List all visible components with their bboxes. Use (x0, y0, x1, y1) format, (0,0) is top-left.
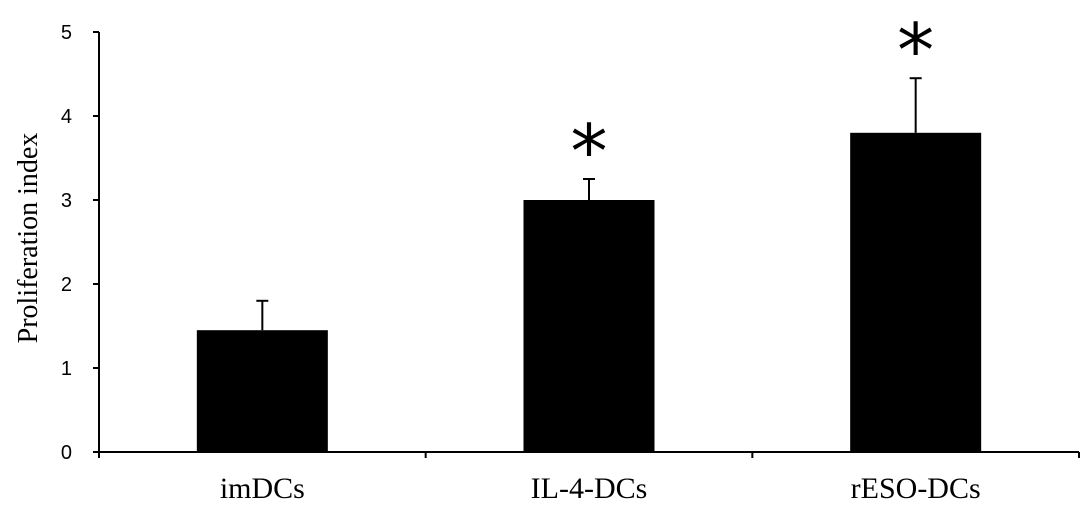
significance-asterisk: * (897, 8, 934, 94)
y-tick-label: 5 (61, 22, 72, 44)
category-labels: imDCs IL-4-DCs rESO-DCs (220, 472, 981, 505)
y-tick-label: 4 (61, 106, 72, 128)
x-category-label: rESO-DCs (851, 472, 981, 505)
bar-il-4-dcs (523, 200, 655, 452)
x-category-label: imDCs (220, 472, 305, 505)
bars (196, 132, 982, 453)
significance-markers: ** (571, 8, 935, 195)
error-bars (256, 77, 922, 331)
y-ticks: 0 1 2 3 4 5 (61, 22, 99, 464)
bar-imdcs (196, 330, 328, 452)
y-tick-label: 1 (61, 358, 72, 380)
y-axis-title: Proliferation index (13, 133, 44, 344)
significance-asterisk: * (571, 109, 608, 195)
y-tick-label: 2 (61, 274, 72, 296)
bar-reso-dcs (850, 132, 982, 453)
y-tick-label: 0 (61, 442, 72, 464)
y-tick-label: 3 (61, 190, 72, 212)
x-category-label: IL-4-DCs (531, 472, 648, 505)
x-ticks (98, 452, 1080, 458)
